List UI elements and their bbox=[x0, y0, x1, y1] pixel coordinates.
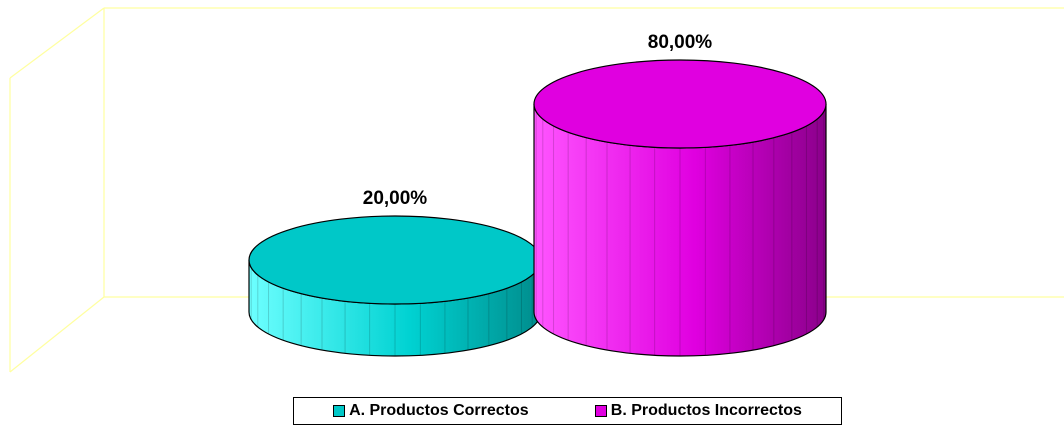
bar-top-incorrectos bbox=[533, 59, 827, 149]
data-label-correctos: 20,00% bbox=[363, 188, 428, 209]
data-labels-group: 20,00% 80,00% bbox=[363, 32, 713, 209]
bar-top-correctos bbox=[248, 215, 542, 305]
legend-swatch-incorrectos bbox=[594, 405, 607, 417]
legend-swatch-correctos bbox=[333, 405, 346, 417]
side-wall-top-edge bbox=[9, 7, 105, 79]
legend-item-incorrectos: B. Productos Incorrectos bbox=[594, 402, 802, 420]
floor-left-edge bbox=[9, 296, 105, 373]
data-label-incorrectos: 80,00% bbox=[648, 32, 713, 53]
legend-label-incorrectos: B. Productos Incorrectos bbox=[610, 402, 802, 419]
legend-label-correctos: A. Productos Correctos bbox=[349, 402, 529, 419]
legend: A. Productos Correctos B. Productos Inco… bbox=[293, 397, 842, 425]
legend-item-correctos: A. Productos Correctos bbox=[333, 402, 529, 420]
bar-facets-incorrectos bbox=[535, 111, 825, 356]
bar-correctos bbox=[248, 215, 542, 357]
bar-incorrectos bbox=[533, 59, 827, 357]
bars-group bbox=[248, 59, 827, 357]
